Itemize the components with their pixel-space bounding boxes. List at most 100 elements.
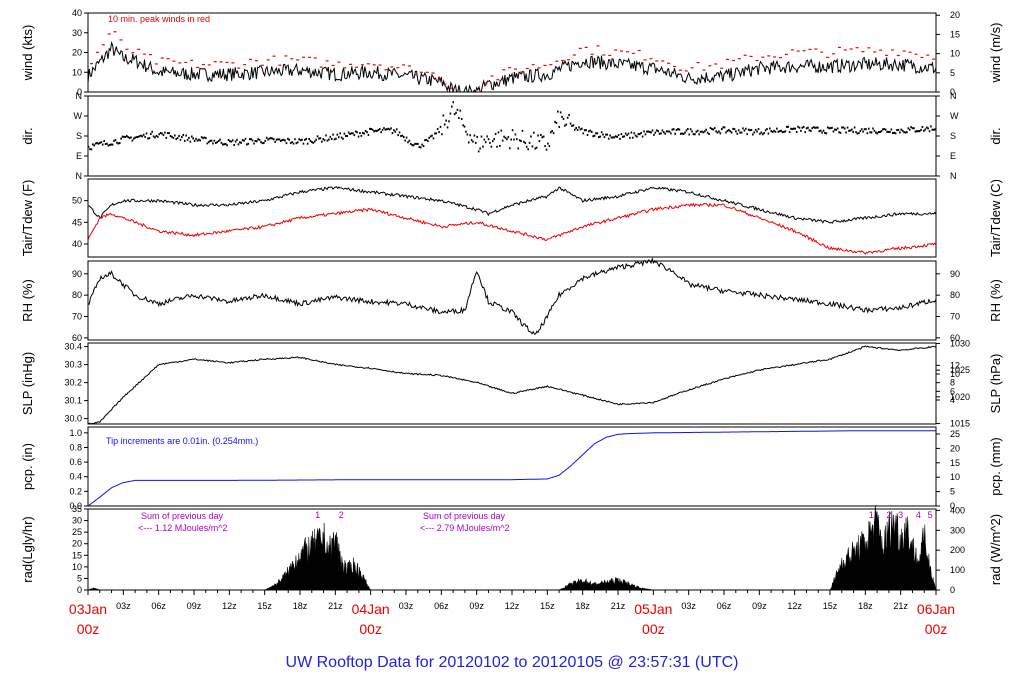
dir-point <box>544 145 546 148</box>
dir-point <box>96 141 98 144</box>
dir-point <box>472 140 474 143</box>
dir-point <box>658 132 661 135</box>
rh-right-tick-label: 90 <box>950 269 960 279</box>
slp-right-tick-label: 1030 <box>950 339 970 349</box>
dir-point <box>541 136 544 139</box>
dir-point <box>462 124 464 127</box>
dir-point <box>363 132 365 135</box>
dir-point <box>434 132 436 135</box>
dir-point <box>899 131 901 134</box>
dir-point <box>896 129 898 132</box>
rad-right-tick-label: 200 <box>950 545 965 555</box>
temp-right-tick-label: 6 <box>950 386 955 396</box>
dir-point <box>270 137 272 140</box>
rad-right-tick-label: 0 <box>950 585 955 595</box>
dir-point <box>923 129 925 132</box>
rh-right-tick-label: 70 <box>950 312 960 322</box>
dir-point <box>500 129 503 132</box>
dir-point <box>531 145 534 148</box>
dir-right-tick-label: W <box>950 111 959 121</box>
dir-point <box>754 128 757 131</box>
dir-point <box>337 136 340 139</box>
dir-point <box>907 127 910 130</box>
dir-point <box>916 130 918 133</box>
dir-point <box>425 138 428 141</box>
dir-point <box>186 138 189 141</box>
pcp-ylabel-right: pcp. (mm) <box>988 437 1003 496</box>
dir-point <box>370 128 373 131</box>
pcp-right-tick-label: 20 <box>950 443 960 453</box>
dir-point <box>192 137 194 140</box>
dir-point <box>141 135 144 138</box>
dir-point <box>855 131 857 134</box>
dir-point <box>605 133 607 136</box>
dir-point <box>466 133 469 136</box>
dir-point <box>906 131 908 134</box>
dir-point <box>932 128 935 131</box>
dir-point <box>155 134 158 137</box>
dir-point <box>490 145 493 148</box>
dir-point <box>93 144 96 147</box>
dir-point <box>761 133 764 136</box>
dir-point <box>467 141 470 144</box>
dir-point <box>133 137 135 140</box>
dir-point <box>819 129 822 132</box>
temp-right-tick-label: 8 <box>950 378 955 388</box>
dir-point <box>364 129 367 132</box>
dir-point <box>475 141 477 144</box>
dir-point <box>179 138 182 141</box>
dir-point <box>507 136 510 139</box>
dir-point <box>753 131 756 134</box>
wind-right-tick-label: 20 <box>950 10 960 20</box>
pcp-right-tick-label: 5 <box>950 487 955 497</box>
dir-point <box>705 128 708 131</box>
dir-point <box>657 130 659 133</box>
dir-point <box>897 128 900 131</box>
dir-point <box>764 129 767 132</box>
x-date-hour-label: 00z <box>925 621 948 637</box>
tdew-line <box>87 202 937 255</box>
dir-point <box>586 133 589 136</box>
dir-point <box>679 132 682 135</box>
dir-point <box>251 139 254 142</box>
dir-point <box>752 133 754 136</box>
dir-point <box>175 138 178 141</box>
dir-point <box>255 140 258 143</box>
dir-point <box>97 142 100 145</box>
dir-point <box>719 132 722 135</box>
dir-point <box>720 128 723 131</box>
dir-point <box>687 127 689 130</box>
chart-title: UW Rooftop Data for 20120102 to 20120105… <box>286 654 739 671</box>
dir-point <box>383 127 385 130</box>
dir-point <box>388 128 391 131</box>
dir-point <box>699 130 702 133</box>
dir-point <box>110 143 113 146</box>
dir-point <box>456 108 459 111</box>
dir-point <box>691 130 693 133</box>
tair-line <box>87 186 937 224</box>
dir-point <box>326 139 329 142</box>
dir-point <box>583 129 586 132</box>
dir-point <box>479 147 481 150</box>
dir-point <box>414 142 416 145</box>
dir-point <box>181 136 183 139</box>
dir-point <box>250 138 252 141</box>
rad-peak-label: 3 <box>898 510 903 520</box>
dir-point <box>750 128 753 131</box>
dir-point <box>87 145 90 148</box>
x-date-hour-label: 00z <box>77 621 100 637</box>
dir-point <box>626 134 628 137</box>
dir-point <box>345 134 347 137</box>
dir-point <box>585 129 587 132</box>
dir-point <box>742 127 744 130</box>
dir-point <box>678 128 681 131</box>
dir-point <box>867 127 870 130</box>
dir-point <box>111 143 114 146</box>
dir-point <box>694 133 696 136</box>
rad-left-tick-label: 10 <box>72 562 82 572</box>
dir-point <box>701 130 703 133</box>
dir-point <box>104 143 107 146</box>
slp-right-tick-label: 1025 <box>950 365 970 375</box>
dir-point <box>336 133 339 136</box>
x-hour-label: 21z <box>893 601 908 611</box>
